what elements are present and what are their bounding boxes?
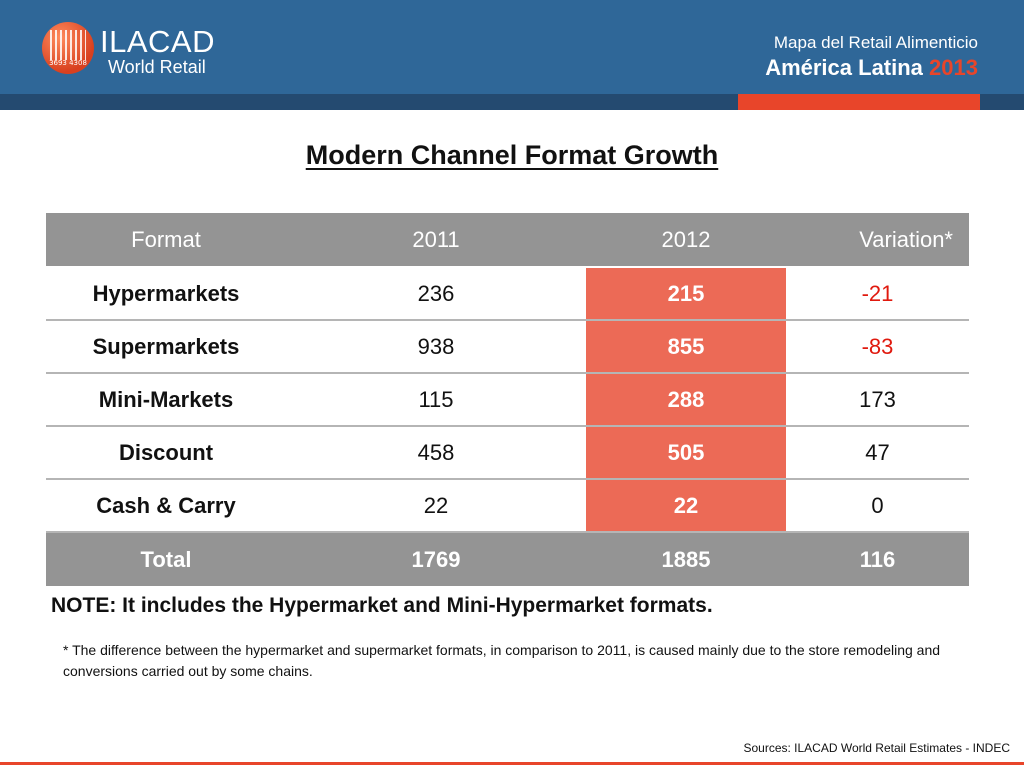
cell-2012: 855 [586, 320, 786, 374]
table-row: Mini-Markets 115 288 173 [46, 373, 969, 427]
cell-2011: 115 [286, 373, 586, 427]
note-text: NOTE: It includes the Hypermarket and Mi… [51, 594, 713, 617]
total-label: Total [46, 532, 286, 586]
cell-2011: 458 [286, 426, 586, 480]
cell-format: Hypermarkets [46, 267, 286, 321]
cell-2011: 236 [286, 267, 586, 321]
table-header-row: Format 2011 2012 Variation* [46, 213, 969, 268]
cell-variation: 173 [786, 373, 969, 427]
bottom-accent-line [0, 762, 1024, 765]
barcode-bars [50, 30, 86, 60]
cell-variation: -21 [786, 267, 969, 321]
cell-2012: 22 [586, 479, 786, 533]
format-growth-table: Format 2011 2012 Variation* Hypermarkets… [46, 213, 969, 586]
header-accent-bar [738, 94, 980, 110]
total-variation: 116 [786, 532, 969, 586]
page-title-text: Modern Channel Format Growth [305, 140, 719, 170]
total-2012: 1885 [586, 532, 786, 586]
footnote-text: * The difference between the hypermarket… [63, 642, 941, 679]
table-row: Supermarkets 938 855 -83 [46, 320, 969, 374]
header-2012: 2012 [586, 213, 786, 268]
header-region: América Latina [765, 55, 923, 80]
cell-format: Cash & Carry [46, 479, 286, 533]
header-2011: 2011 [286, 213, 586, 268]
header-bar [0, 0, 1024, 94]
table-row: Hypermarkets 236 215 -21 [46, 267, 969, 321]
cell-variation: 47 [786, 426, 969, 480]
page-title: Modern Channel Format Growth [0, 140, 1024, 171]
barcode-logo-icon: 3693 4308 [42, 22, 94, 74]
header-caption: Mapa del Retail Alimenticio América Lati… [765, 32, 978, 82]
header-variation: Variation* [786, 213, 969, 268]
logo-name: ILACAD [100, 24, 215, 59]
header-line2: América Latina 2013 [765, 54, 978, 82]
cell-2012: 215 [586, 267, 786, 321]
header-year: 2013 [929, 55, 978, 80]
cell-2012: 505 [586, 426, 786, 480]
table-row: Discount 458 505 47 [46, 426, 969, 480]
cell-2012: 288 [586, 373, 786, 427]
cell-format: Mini-Markets [46, 373, 286, 427]
header-format: Format [46, 213, 286, 268]
ilacad-logo: 3693 4308 ILACAD World Retail [42, 22, 242, 82]
cell-format: Supermarkets [46, 320, 286, 374]
sources-text: Sources: ILACAD World Retail Estimates -… [743, 741, 1010, 755]
header-line1: Mapa del Retail Alimenticio [773, 33, 978, 52]
logo-digits: 3693 4308 [49, 59, 87, 67]
total-2011: 1769 [286, 532, 586, 586]
cell-format: Discount [46, 426, 286, 480]
cell-variation: 0 [786, 479, 969, 533]
logo-subtitle: World Retail [108, 57, 206, 77]
cell-2011: 22 [286, 479, 586, 533]
cell-variation: -83 [786, 320, 969, 374]
table-total-row: Total 1769 1885 116 [46, 532, 969, 586]
table-row: Cash & Carry 22 22 0 [46, 479, 969, 533]
cell-2011: 938 [286, 320, 586, 374]
